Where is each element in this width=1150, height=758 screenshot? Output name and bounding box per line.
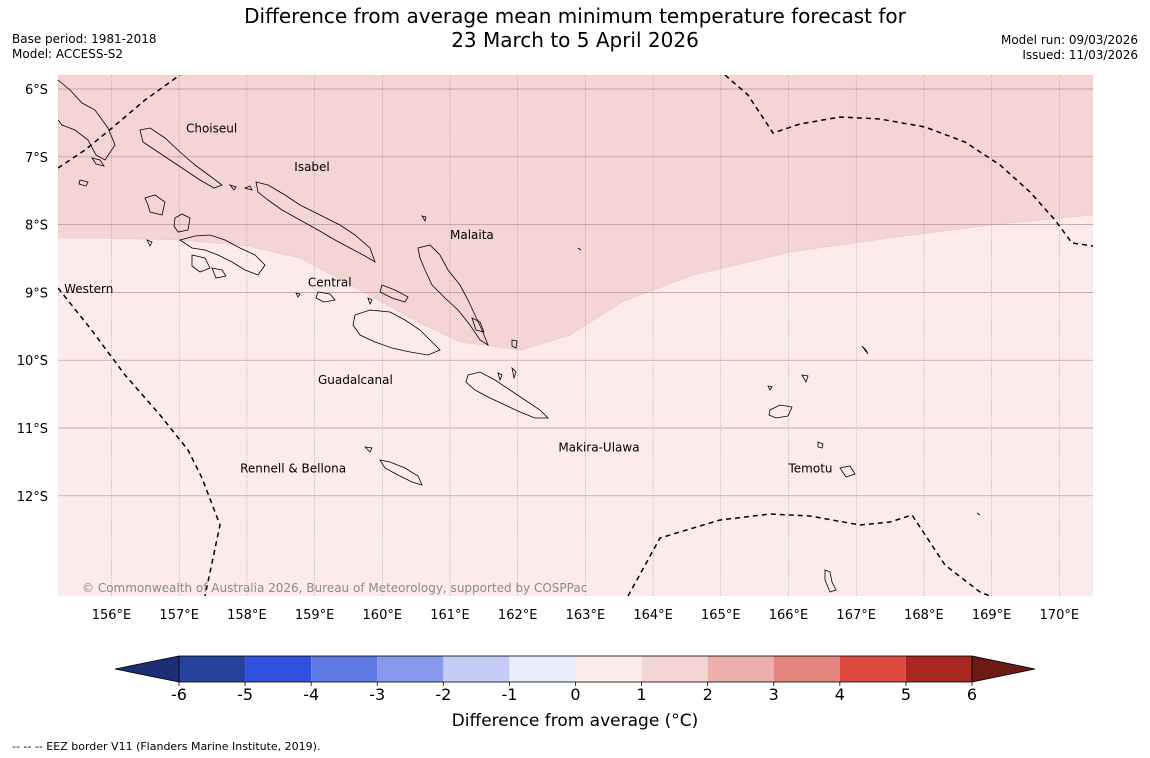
colorbar-tick-label: 3: [769, 685, 779, 704]
map-title-line2: 23 March to 5 April 2026: [451, 28, 699, 52]
lon-label: 170°E: [1040, 608, 1080, 623]
province-label: Isabel: [294, 160, 329, 174]
issued-date: Issued: 11/03/2026: [1022, 48, 1138, 62]
model-name: Model: ACCESS-S2: [12, 47, 124, 61]
model-run: Model run: 09/03/2026: [1000, 33, 1138, 47]
lon-label: 157°E: [159, 608, 199, 623]
lon-label: 166°E: [769, 608, 809, 623]
meta-left: Base period: 1981-2018 Model: ACCESS-S2: [12, 32, 157, 62]
province-label: Malaita: [450, 228, 494, 242]
colorbar-tick-label: 5: [901, 685, 911, 704]
colorbar-segment: [773, 656, 840, 682]
base-period: Base period: 1981-2018: [12, 32, 157, 46]
lon-label: 160°E: [363, 608, 403, 623]
province-label: Makira-Ulawa: [558, 441, 639, 455]
lat-label: 12°S: [17, 490, 48, 505]
lon-label: 165°E: [701, 608, 741, 623]
lat-label: 8°S: [25, 219, 48, 234]
lat-label: 9°S: [25, 286, 48, 301]
map-title-line1: Difference from average mean minimum tem…: [244, 4, 906, 28]
colorbar-tick-label: -5: [237, 685, 253, 704]
lon-label: 156°E: [92, 608, 132, 623]
province-label: Western: [64, 282, 113, 296]
lat-label: 10°S: [17, 354, 48, 369]
colorbar-label: Difference from average (°C): [451, 711, 699, 731]
province-label: Central: [308, 275, 352, 289]
lon-label: 161°E: [430, 608, 470, 623]
lon-label: 164°E: [633, 608, 673, 623]
colorbar-tick-label: -6: [171, 685, 187, 704]
colorbar-segment: [905, 656, 972, 682]
colorbar-tick-label: 6: [967, 685, 977, 704]
lon-label: 158°E: [227, 608, 267, 623]
colorbar-segment: [311, 656, 378, 682]
colorbar-tick-label: -4: [303, 685, 319, 704]
colorbar-tick-label: -2: [435, 685, 451, 704]
lon-label: 168°E: [904, 608, 944, 623]
lat-label: 6°S: [25, 83, 48, 98]
colorbar-tick-label: -1: [501, 685, 517, 704]
lat-label: 11°S: [17, 422, 48, 437]
eez-border: [58, 75, 1093, 596]
lon-label: 162°E: [498, 608, 538, 623]
colorbar-segment: [377, 656, 444, 682]
colorbar-tick-label: 0: [570, 685, 580, 704]
colorbar-segment: [443, 656, 510, 682]
colorbar-segment: [707, 656, 774, 682]
colorbar-tick-label: 1: [636, 685, 646, 704]
lon-label: 163°E: [566, 608, 606, 623]
province-label: Choiseul: [186, 121, 237, 135]
lon-label: 169°E: [972, 608, 1012, 623]
colorbar-segment: [509, 656, 576, 682]
colorbar-tick-label: 4: [835, 685, 845, 704]
lat-label: 7°S: [25, 151, 48, 166]
province-label: Guadalcanal: [318, 373, 393, 387]
colorbar-under-arrow: [114, 655, 180, 683]
coastlines: [58, 79, 981, 593]
province-label: Rennell & Bellona: [240, 462, 346, 476]
colorbar: -6 -5 -4 -3 -2 -1 0 1 2 3 4 5 6: [114, 655, 1036, 704]
lon-label: 159°E: [295, 608, 335, 623]
province-label: Temotu: [788, 462, 833, 476]
colorbar-tick-label: -3: [369, 685, 385, 704]
copyright-notice: © Commonwealth of Australia 2026, Bureau…: [82, 581, 587, 595]
eez-footnote: -- -- -- EEZ border V11 (Flanders Marine…: [12, 740, 321, 753]
colorbar-segment: [575, 656, 642, 682]
lon-label: 167°E: [836, 608, 876, 623]
colorbar-segment: [179, 656, 246, 682]
colorbar-segment: [641, 656, 708, 682]
colorbar-tick-label: 2: [703, 685, 713, 704]
colorbar-segment: [839, 656, 906, 682]
colorbar-segment: [245, 656, 312, 682]
colorbar-over-arrow: [971, 655, 1036, 683]
meta-right: Model run: 09/03/2026 Issued: 11/03/2026: [1001, 33, 1138, 63]
